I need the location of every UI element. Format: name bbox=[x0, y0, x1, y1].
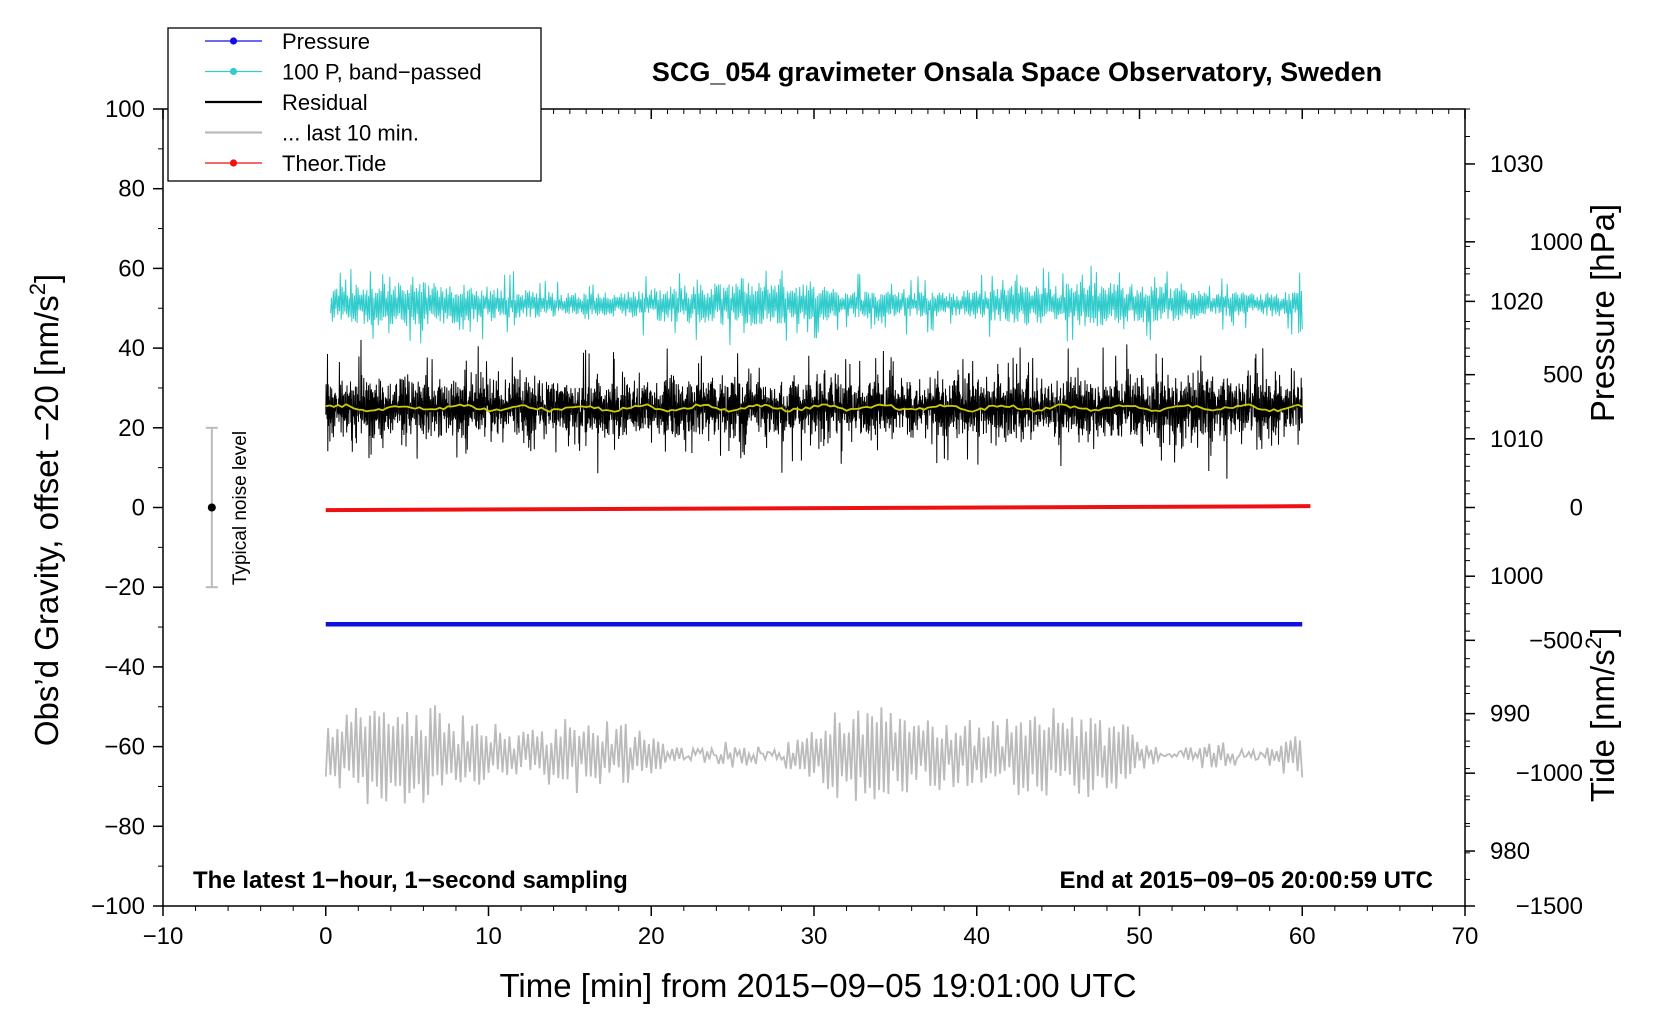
y-tick-label: −100 bbox=[91, 893, 145, 920]
series-band-passed-pressure bbox=[330, 265, 1303, 346]
legend-marker bbox=[229, 37, 238, 45]
x-tick-label: −10 bbox=[143, 923, 184, 950]
tide-tick-label: 500 bbox=[1543, 362, 1583, 389]
series-last-10-min bbox=[324, 705, 1304, 805]
annotation-end-time: End at 2015−09−05 20:00:59 UTC bbox=[1059, 867, 1433, 894]
y-axis-label-tide-close: ] bbox=[1584, 628, 1621, 637]
x-tick-label: 10 bbox=[475, 923, 502, 950]
y-tick-label: −60 bbox=[104, 734, 145, 761]
noise-bar-center-dot bbox=[207, 503, 216, 512]
y-tick-label: 20 bbox=[118, 415, 145, 442]
y-axis-label-gravity-text: Obs’d Gravity, offset −20 [nm/s bbox=[28, 295, 65, 746]
x-tick-label: 50 bbox=[1126, 923, 1153, 950]
y-axis-label-gravity: Obs’d Gravity, offset −20 [nm/s2] bbox=[25, 274, 65, 746]
y-tick-label: −20 bbox=[104, 574, 145, 601]
series-residual bbox=[325, 339, 1303, 479]
pressure-tick-label: 990 bbox=[1490, 701, 1530, 728]
pressure-tick-label: 1020 bbox=[1490, 288, 1543, 315]
y-tick-label: 100 bbox=[105, 96, 145, 123]
pressure-tick-label: 980 bbox=[1490, 838, 1530, 865]
legend-label: Residual bbox=[282, 90, 368, 115]
series-residual-smoothed bbox=[325, 403, 1303, 413]
legend-marker bbox=[229, 159, 238, 167]
y-tick-label: 60 bbox=[118, 255, 145, 282]
y-tick-label: 80 bbox=[118, 176, 145, 203]
y-tick-label: −80 bbox=[104, 813, 145, 840]
y-tick-label: 0 bbox=[132, 495, 145, 522]
y-axis-label-gravity-sup: 2 bbox=[25, 283, 50, 295]
x-axis-label: Time [min] from 2015−09−05 19:01:00 UTC bbox=[499, 967, 1136, 1004]
tide-tick-label: 0 bbox=[1570, 495, 1583, 522]
pressure-tick-label: 1000 bbox=[1490, 563, 1543, 590]
annotation-sampling: The latest 1−hour, 1−second sampling bbox=[193, 867, 628, 894]
legend-label: Theor.Tide bbox=[282, 151, 386, 176]
pressure-tick-label: 1010 bbox=[1490, 426, 1543, 453]
y-tick-label: 40 bbox=[118, 335, 145, 362]
x-tick-label: 70 bbox=[1452, 923, 1479, 950]
x-tick-label: 30 bbox=[801, 923, 828, 950]
y-axis-label-tide-sup: 2 bbox=[1581, 637, 1606, 649]
y-tick-label: −40 bbox=[104, 654, 145, 681]
legend-label: 100 P, band−passed bbox=[282, 60, 482, 85]
legend-marker bbox=[229, 67, 238, 76]
tide-tick-label: −1000 bbox=[1516, 760, 1583, 787]
legend-label: Pressure bbox=[282, 29, 370, 54]
tide-tick-label: −500 bbox=[1529, 627, 1583, 654]
chart-title: SCG_054 gravimeter Onsala Space Observat… bbox=[652, 57, 1382, 87]
y-axis-label-tide: Tide [nm/s2] bbox=[1581, 628, 1621, 802]
y-axis-label-pressure: Pressure [hPa] bbox=[1584, 204, 1621, 422]
y-axis-label-gravity-close: ] bbox=[28, 274, 65, 283]
legend-box bbox=[167, 27, 542, 182]
noise-level-label: Typical noise level bbox=[230, 431, 251, 585]
series-theor-tide bbox=[325, 504, 1311, 513]
x-tick-label: 60 bbox=[1289, 923, 1316, 950]
noise-level-indicator bbox=[205, 426, 218, 589]
pressure-tick-label: 1030 bbox=[1490, 151, 1543, 178]
x-tick-label: 0 bbox=[319, 923, 332, 950]
x-tick-label: 20 bbox=[638, 923, 665, 950]
x-tick-label: 40 bbox=[963, 923, 990, 950]
legend: Pressure 100 P, band−passed Residual ... la… bbox=[167, 27, 542, 182]
legend-label: ... last 10 min. bbox=[282, 121, 419, 146]
tide-tick-label: 1000 bbox=[1530, 229, 1583, 256]
y-axis-label-tide-text: Tide [nm/s bbox=[1584, 649, 1621, 802]
tide-tick-label: −1500 bbox=[1516, 893, 1583, 920]
